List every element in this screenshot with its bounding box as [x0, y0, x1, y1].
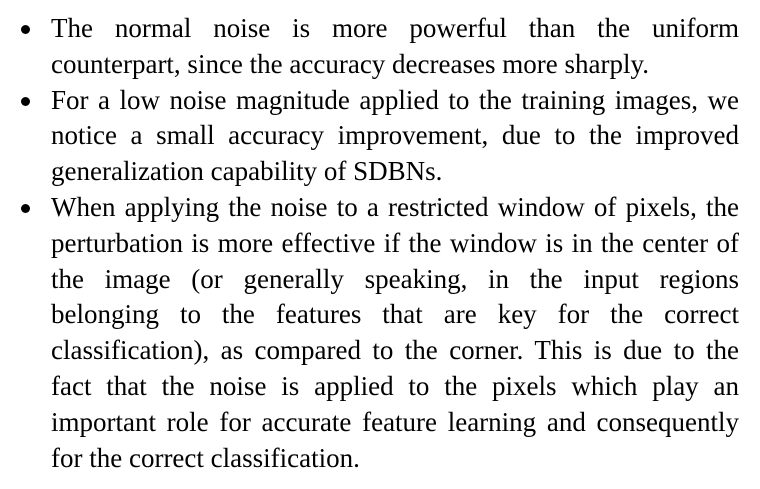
bullet-item-window-noise: When applying the noise to a restricted … — [21, 190, 739, 476]
bullet-item-normal-vs-uniform: The normal noise is more powerful than t… — [21, 11, 739, 83]
bullet-text: For a low noise magnitude applied to the… — [51, 84, 739, 187]
bullet-text: When applying the noise to a restricted … — [51, 191, 739, 473]
bullet-dot-icon — [21, 96, 30, 106]
bullet-dot-icon — [21, 25, 30, 34]
bullet-list: The normal noise is more powerful than t… — [21, 11, 739, 476]
bullet-text: The normal noise is more powerful than t… — [51, 13, 739, 79]
bullet-item-low-noise: For a low noise magnitude applied to the… — [21, 83, 739, 190]
bullet-dot-icon — [21, 203, 30, 213]
